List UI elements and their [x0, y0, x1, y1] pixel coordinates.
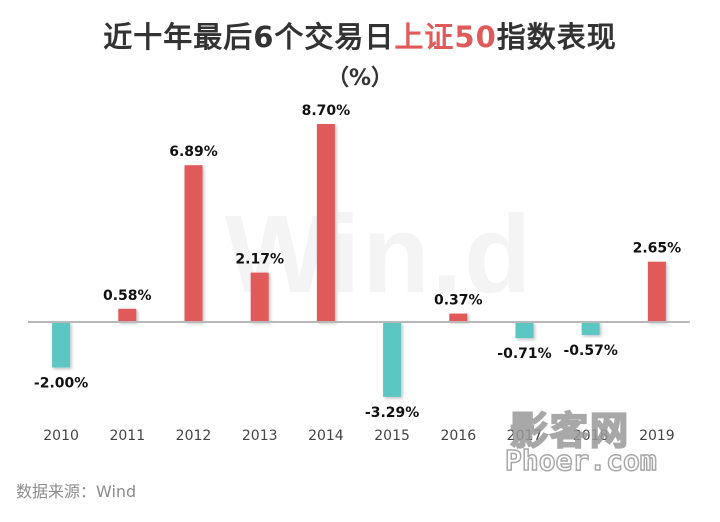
title-suffix: 指数表现 [496, 20, 617, 54]
x-tick-label-2016: 2016 [440, 428, 476, 444]
title-highlight: 上证50 [394, 20, 497, 54]
data-label-2010: -2.00% [34, 376, 88, 392]
background-watermark: Win.d [225, 193, 534, 316]
bar-2018 [581, 322, 600, 335]
data-label-2014: 8.70% [302, 103, 351, 119]
data-label-2011: 0.58% [103, 288, 152, 304]
x-tick-label-2017: 2017 [507, 428, 543, 444]
data-label-2018: -0.57% [564, 343, 618, 359]
bar-2011 [118, 308, 137, 322]
bar-2010 [52, 322, 71, 368]
bar-2013 [250, 272, 269, 322]
unit-label: （%） [326, 66, 394, 91]
data-label-2013: 2.17% [235, 252, 284, 268]
data-source: 数据来源：Wind [16, 482, 137, 501]
x-tick-label-2012: 2012 [176, 428, 212, 444]
x-tick-label-2018: 2018 [573, 428, 609, 444]
x-tick-label-2019: 2019 [639, 428, 675, 444]
x-tick-label-2010: 2010 [43, 428, 79, 444]
title-prefix: 近十年最后6个交易日 [103, 20, 395, 54]
bar-2015 [383, 322, 402, 397]
logo-en-text: Phoer.com [504, 443, 657, 478]
bar-2016 [449, 313, 468, 322]
data-label-2012: 6.89% [169, 144, 218, 160]
bar-2017 [515, 322, 534, 339]
chart-title: 近十年最后6个交易日上证50指数表现 [0, 14, 720, 56]
site-logo-watermark: 影客网 Phoer.com [504, 400, 705, 480]
data-label-2017: -0.71% [497, 346, 551, 362]
bar-2012 [184, 165, 203, 322]
data-label-2016: 0.37% [434, 293, 483, 309]
data-label-2015: -3.29% [365, 405, 419, 421]
bar-2014 [316, 124, 335, 322]
x-tick-label-2011: 2011 [109, 428, 145, 444]
data-label-2019: 2.65% [633, 241, 682, 257]
logo-cn-text: 影客网 [509, 408, 631, 454]
x-tick-label-2015: 2015 [374, 428, 410, 444]
x-tick-label-2013: 2013 [242, 428, 278, 444]
x-tick-label-2014: 2014 [308, 428, 344, 444]
bar-2019 [647, 261, 666, 322]
